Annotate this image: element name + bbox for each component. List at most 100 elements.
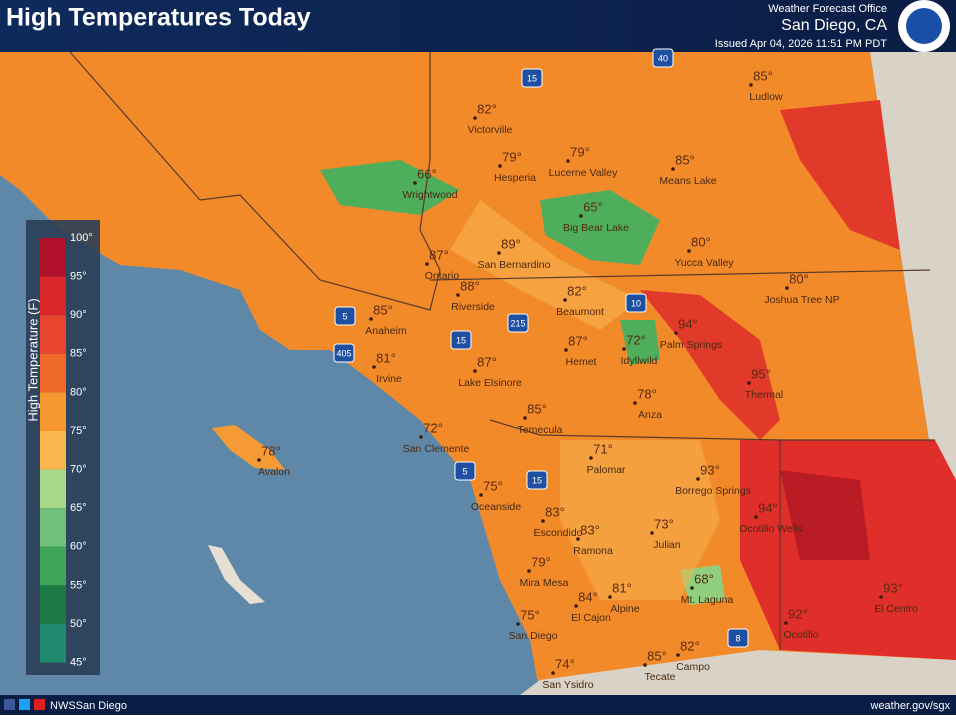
city-temp: 85°: [647, 648, 667, 663]
city-name: Lucerne Valley: [549, 167, 618, 179]
city-temp: 93°: [700, 462, 720, 477]
legend-swatch: [40, 392, 66, 431]
legend-swatch: [40, 508, 66, 547]
highway-number: 405: [336, 348, 351, 358]
city-temp: 88°: [460, 278, 480, 293]
cool-zone: [540, 190, 660, 265]
city-name: El Cajon: [571, 612, 611, 624]
city-dot: [784, 621, 788, 625]
city-temp: 79°: [502, 149, 522, 164]
legend-swatch: [40, 353, 66, 393]
city-name: Means Lake: [659, 175, 716, 187]
legend-label: 80°: [70, 386, 87, 398]
city-dot: [650, 531, 654, 535]
legend-label: 85°: [70, 348, 87, 360]
mild-zone: [450, 200, 640, 330]
city-dot: [676, 653, 680, 657]
highway-number: 5: [342, 311, 347, 321]
office: San Diego, CA: [781, 17, 887, 34]
city-temp: 94°: [678, 316, 698, 331]
city-temp: 87°: [429, 247, 449, 262]
city-dot: [879, 595, 883, 599]
island: [212, 425, 285, 470]
city-name: Ramona: [573, 545, 613, 557]
city-name: Borrego Springs: [675, 485, 751, 497]
city-name: San Bernardino: [478, 259, 551, 271]
hot-zone: [780, 100, 900, 250]
city-temp: 93°: [883, 580, 903, 595]
highway-shield: [526, 470, 548, 490]
highway-shield: [727, 628, 749, 648]
city-name: San Clemente: [403, 443, 470, 455]
highway-number: 8: [735, 633, 740, 643]
city-dot: [785, 286, 789, 290]
legend-swatch: [40, 315, 66, 354]
issued: Issued Apr 04, 2026 11:51 PM PDT: [715, 38, 888, 50]
city-dot: [413, 181, 417, 185]
legend-label: 45°: [70, 657, 87, 669]
city-dot: [622, 347, 626, 351]
legend-label: 60°: [70, 541, 87, 553]
city-name: Joshua Tree NP: [764, 294, 839, 306]
island: [208, 545, 265, 604]
city-temp: 94°: [758, 500, 778, 515]
city-temp: 71°: [593, 441, 613, 456]
city-dot: [473, 369, 477, 373]
header-bar: [0, 0, 956, 52]
city-name: Yucca Valley: [674, 257, 734, 269]
city-name: Mira Mesa: [519, 577, 568, 589]
city-name: Ocotillo: [783, 629, 818, 641]
highway-number: 15: [527, 73, 537, 83]
city-dot: [563, 298, 567, 302]
highway-shield: [454, 461, 476, 481]
highway-number: 215: [510, 318, 525, 328]
city-name: Wrightwood: [402, 189, 457, 201]
youtube-icon[interactable]: [34, 699, 45, 710]
city-dot: [516, 622, 520, 626]
city-dot: [643, 663, 647, 667]
city-temp: 81°: [376, 350, 396, 365]
social-handle[interactable]: NWSSan Diego: [50, 700, 127, 712]
city-temp: 85°: [527, 401, 547, 416]
highway-shield: [334, 306, 356, 326]
city-dot: [497, 251, 501, 255]
city-name: Thermal: [745, 389, 784, 401]
legend-swatch: [40, 469, 66, 509]
facebook-icon[interactable]: [4, 699, 15, 710]
city-temp: 81°: [612, 580, 632, 595]
city-name: Ontario: [425, 270, 460, 282]
legend-swatch: [40, 624, 66, 663]
city-name: Oceanside: [471, 501, 521, 513]
city-dot: [589, 456, 593, 460]
highway-number: 40: [658, 53, 668, 63]
highway-shield: [652, 48, 674, 68]
city-temp: 68°: [694, 571, 714, 586]
city-dot: [564, 348, 568, 352]
city-dot: [372, 365, 376, 369]
city-name: Escondido: [533, 527, 582, 539]
city-dot: [257, 458, 261, 462]
city-name: Big Bear Lake: [563, 222, 629, 234]
city-temp: 82°: [567, 283, 587, 298]
highway-shield: [521, 68, 543, 88]
city-temp: 83°: [580, 522, 600, 537]
highway-number: 10: [631, 298, 641, 308]
city-dot: [473, 116, 477, 120]
city-temp: 66°: [417, 166, 437, 181]
website[interactable]: weather.gov/sgx: [870, 700, 951, 712]
city-name: Irvine: [376, 373, 402, 385]
twitter-icon[interactable]: [19, 699, 30, 710]
land: [0, 52, 956, 695]
legend-label: 75°: [70, 425, 87, 437]
terrain-out: [870, 52, 956, 480]
city-name: Julian: [653, 539, 681, 551]
office-line: Weather Forecast Office: [768, 3, 887, 15]
city-dot: [541, 519, 545, 523]
highway-shield: [333, 343, 355, 363]
legend-swatch: [40, 431, 66, 470]
highway-number: 15: [456, 335, 466, 345]
city-temp: 65°: [583, 199, 603, 214]
city-temp: 80°: [789, 271, 809, 286]
legend-label: 95°: [70, 271, 87, 283]
